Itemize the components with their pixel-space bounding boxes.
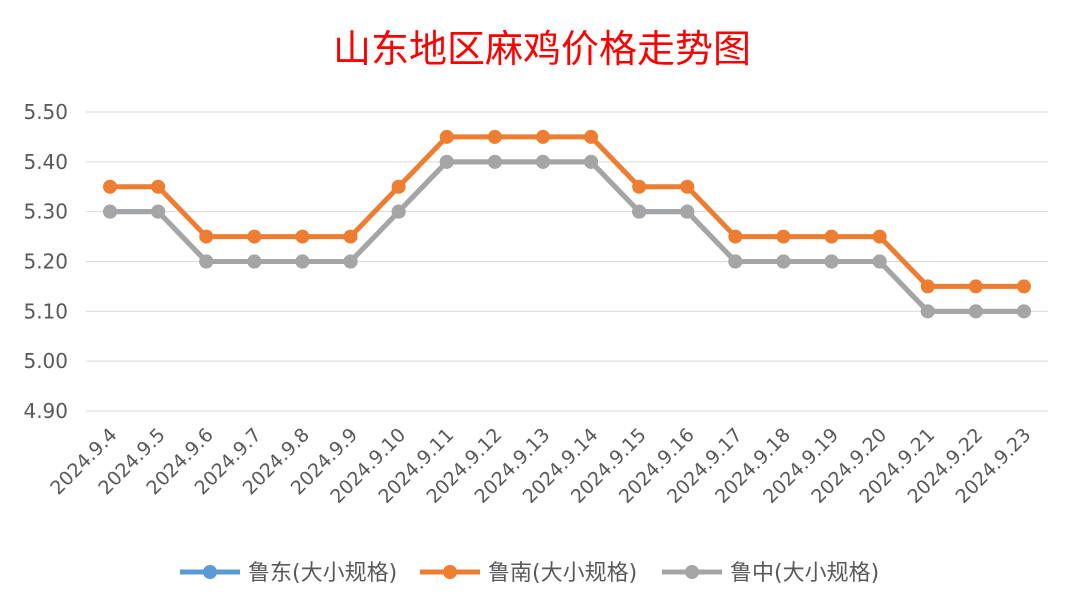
series-2 — [103, 129, 1031, 294]
y-tick-label: 5.40 — [23, 150, 68, 174]
x-axis-tick-labels: 2024.9.42024.9.52024.9.62024.9.72024.9.8… — [46, 424, 1035, 508]
series-3 — [103, 154, 1031, 319]
series-lines — [103, 129, 1031, 319]
data-point — [151, 204, 166, 219]
data-point — [968, 279, 983, 294]
data-point — [920, 279, 935, 294]
legend-item: 鲁东(大小规格) — [180, 561, 397, 586]
data-point — [247, 229, 262, 244]
data-point — [391, 204, 406, 219]
legend-marker — [203, 565, 217, 579]
data-point — [439, 129, 454, 144]
data-point — [247, 254, 262, 269]
data-point — [872, 229, 887, 244]
y-tick-label: 4.90 — [23, 399, 68, 423]
series-line — [110, 134, 1024, 289]
data-point — [535, 154, 550, 169]
data-point — [680, 204, 695, 219]
data-point — [824, 254, 839, 269]
data-point — [968, 304, 983, 319]
legend-item: 鲁中(大小规格) — [662, 561, 879, 586]
y-tick-label: 5.30 — [23, 200, 68, 224]
data-point — [728, 254, 743, 269]
chart-title: 山东地区麻鸡价格走势图 — [333, 27, 751, 71]
y-tick-label: 5.20 — [23, 250, 68, 274]
data-point — [824, 229, 839, 244]
data-point — [439, 154, 454, 169]
y-tick-label: 5.00 — [23, 349, 68, 373]
data-point — [584, 129, 599, 144]
data-point — [1016, 304, 1031, 319]
legend-marker — [443, 565, 457, 579]
data-point — [535, 129, 550, 144]
data-point — [680, 179, 695, 194]
legend-label: 鲁南(大小规格) — [488, 561, 637, 586]
data-point — [151, 179, 166, 194]
data-point — [199, 229, 214, 244]
data-point — [487, 154, 502, 169]
data-point — [391, 179, 406, 194]
data-point — [776, 229, 791, 244]
data-point — [199, 254, 214, 269]
series-line — [110, 159, 1024, 314]
data-point — [295, 254, 310, 269]
data-point — [103, 204, 118, 219]
data-point — [776, 254, 791, 269]
legend-label: 鲁东(大小规格) — [248, 561, 397, 586]
y-axis-tick-labels: 4.90 5.00 5.10 5.20 5.30 5.40 5.50 — [23, 100, 68, 423]
data-point — [343, 254, 358, 269]
data-point — [343, 229, 358, 244]
legend-label: 鲁中(大小规格) — [730, 561, 879, 586]
data-point — [920, 304, 935, 319]
data-point — [295, 229, 310, 244]
data-point — [632, 179, 647, 194]
y-tick-label: 5.10 — [23, 299, 68, 323]
y-tick-label: 5.50 — [23, 100, 68, 124]
data-point — [487, 129, 502, 144]
data-point — [103, 179, 118, 194]
legend-item: 鲁南(大小规格) — [420, 561, 637, 586]
legend-marker — [685, 565, 699, 579]
legend: 鲁东(大小规格) 鲁南(大小规格) 鲁中(大小规格) — [180, 561, 879, 586]
data-point — [1016, 279, 1031, 294]
data-point — [728, 229, 743, 244]
data-point — [872, 254, 887, 269]
data-point — [584, 154, 599, 169]
data-point — [632, 204, 647, 219]
